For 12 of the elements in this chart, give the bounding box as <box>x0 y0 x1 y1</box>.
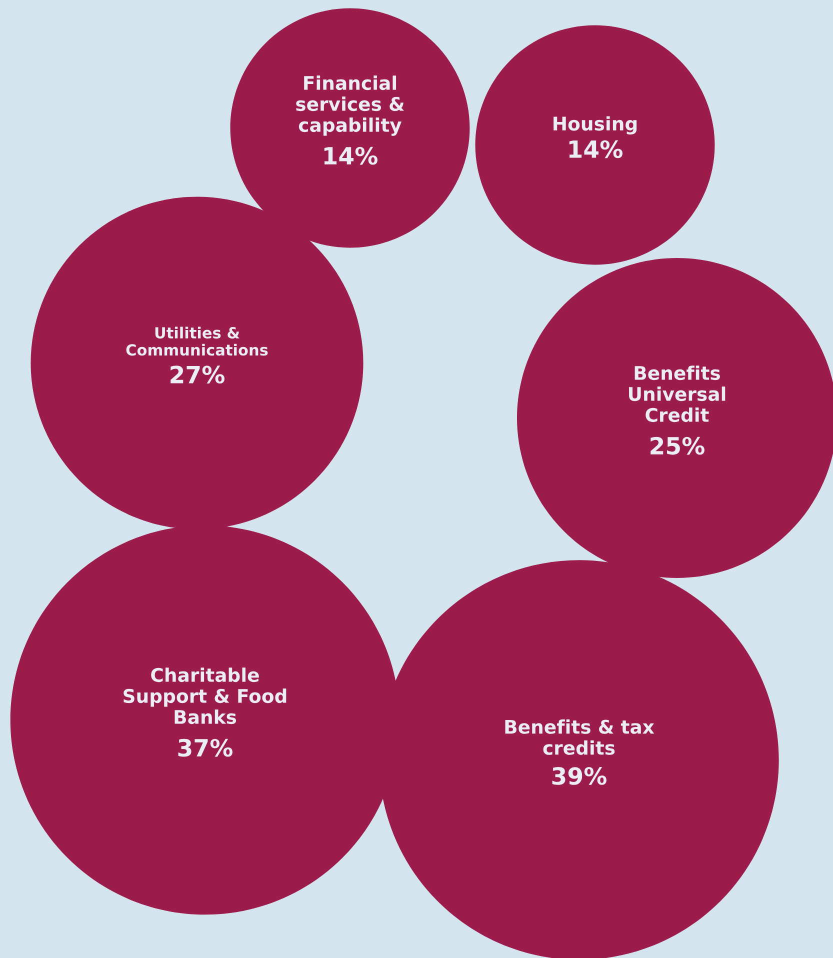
category-label: Charitable Support & Food Banks <box>124 668 286 724</box>
data-label: 39% <box>552 767 607 785</box>
data-label: 37% <box>178 738 233 757</box>
data-label: 27% <box>170 366 225 384</box>
category-label: Financial services & capability <box>296 76 404 136</box>
data-label: 25% <box>650 436 705 455</box>
category-label: Housing <box>554 116 637 134</box>
category-label: Benefits & tax credits <box>505 719 654 755</box>
data-label: 14% <box>569 140 623 158</box>
category-label: Utilities & Communications <box>126 326 268 356</box>
data-label: 14% <box>324 146 378 165</box>
category-label: Benefits Universal Credit <box>629 366 726 422</box>
